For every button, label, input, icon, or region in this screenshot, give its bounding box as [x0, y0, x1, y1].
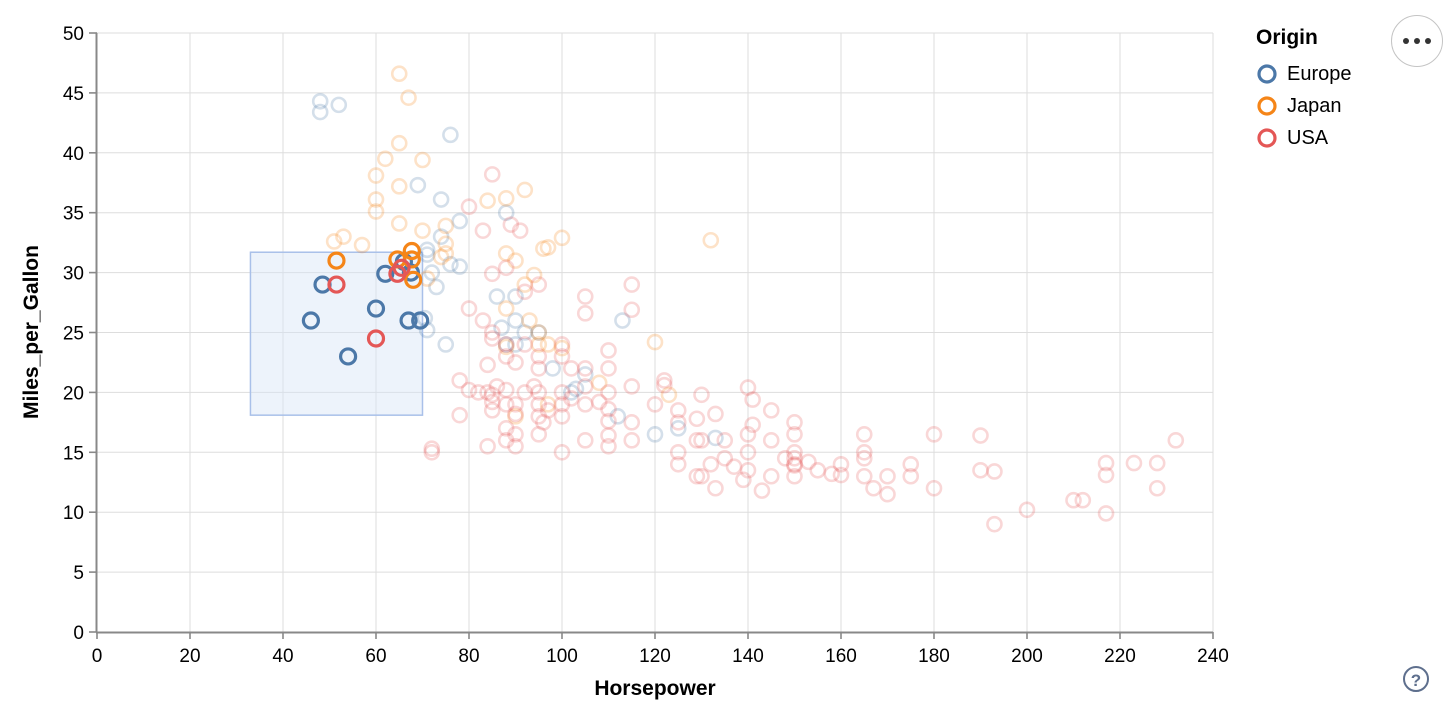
x-tick-label: 200 [1011, 646, 1043, 667]
europe-circle-icon [1257, 64, 1277, 84]
legend-item-europe: Europe [1256, 58, 1352, 90]
legend-title: Origin [1256, 26, 1318, 49]
legend-label-usa: USA [1287, 126, 1329, 149]
x-axis-title: Horsepower [594, 677, 715, 700]
x-tick-label: 180 [918, 646, 950, 667]
y-tick-label: 5 [73, 563, 84, 584]
actions-menu-button[interactable] [1391, 15, 1443, 67]
legend: Origin Europe Japan USA [1256, 26, 1352, 154]
y-axis-title: Miles_per_Gallon [20, 245, 43, 419]
x-tick-label: 240 [1197, 646, 1229, 667]
usa-circle-icon [1257, 128, 1277, 148]
help-icon[interactable]: ? [1403, 666, 1429, 692]
x-tick-label: 0 [92, 646, 103, 667]
axes: 0 20 40 60 80 100 120 140 160 180 200 220 240 0 5 10 15 2… [63, 24, 1229, 667]
x-tick-label: 80 [458, 646, 479, 667]
x-tick-label: 20 [179, 646, 200, 667]
x-tick-label: 160 [825, 646, 857, 667]
x-tick-label: 220 [1104, 646, 1136, 667]
legend-label-japan: Japan [1287, 94, 1342, 117]
y-tick-label: 45 [63, 84, 84, 105]
y-tick-label: 30 [63, 264, 84, 285]
y-tick-label: 50 [63, 24, 84, 45]
ellipsis-icon [1403, 38, 1431, 44]
scatter-points [301, 65, 1185, 533]
x-tick-label: 100 [546, 646, 578, 667]
legend-item-japan: Japan [1256, 90, 1352, 122]
x-tick-label: 60 [365, 646, 386, 667]
x-tick-label: 120 [639, 646, 671, 667]
y-tick-label: 25 [63, 324, 84, 345]
y-tick-label: 35 [63, 204, 84, 225]
japan-circle-icon [1257, 96, 1277, 116]
legend-item-usa: USA [1256, 122, 1352, 154]
y-tick-label: 20 [63, 383, 84, 404]
legend-label-europe: Europe [1287, 62, 1352, 85]
x-tick-label: 140 [732, 646, 764, 667]
y-tick-label: 0 [73, 623, 84, 644]
x-tick-label: 40 [272, 646, 293, 667]
y-tick-label: 15 [63, 443, 84, 464]
y-tick-label: 10 [63, 503, 84, 524]
y-tick-label: 40 [63, 144, 84, 165]
